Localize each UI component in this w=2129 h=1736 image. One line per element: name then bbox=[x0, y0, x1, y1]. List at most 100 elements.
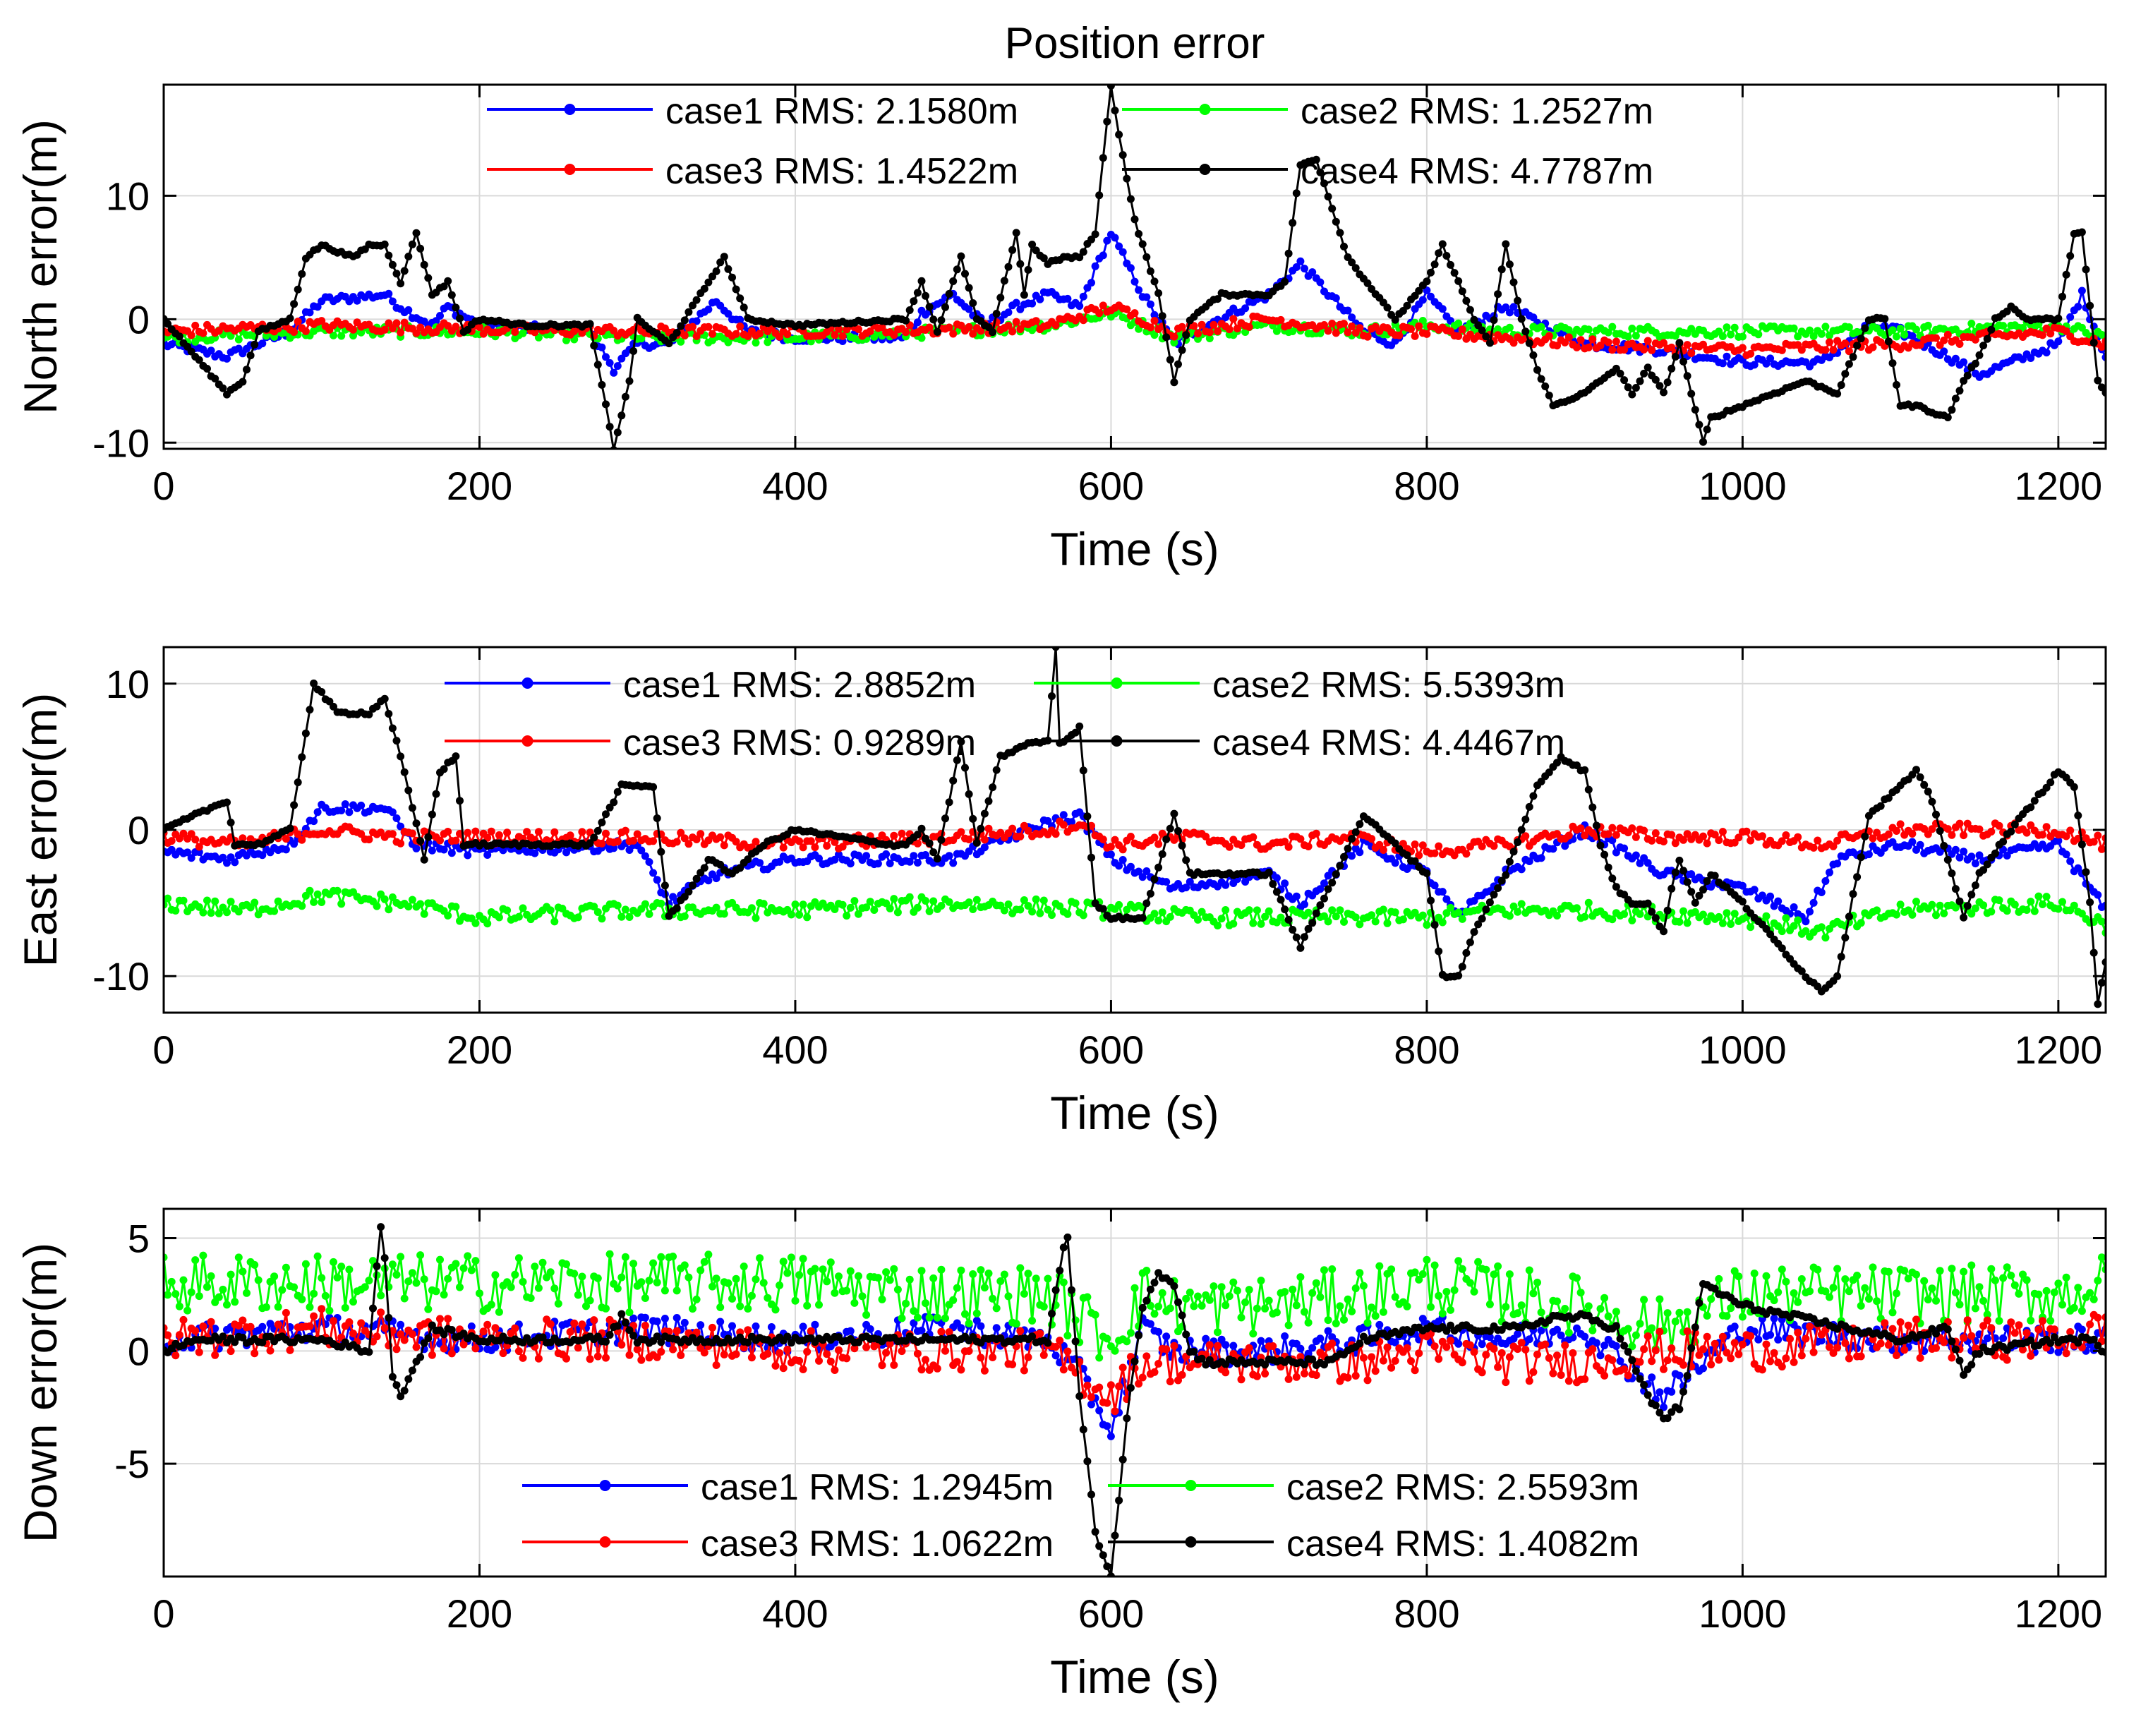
legend-swatch-marker bbox=[1111, 677, 1123, 689]
y-tick-label: 10 bbox=[106, 174, 150, 218]
case1-marker bbox=[1241, 304, 1249, 312]
case2-marker bbox=[176, 1303, 183, 1310]
case2-marker bbox=[614, 902, 622, 910]
case3-marker bbox=[949, 330, 957, 338]
case2-marker bbox=[850, 897, 858, 905]
case2-marker bbox=[495, 914, 503, 922]
case3-marker bbox=[1545, 332, 1553, 340]
case4-marker bbox=[614, 428, 622, 436]
case3-marker bbox=[1151, 833, 1159, 841]
case3-marker bbox=[397, 840, 404, 848]
case4-marker bbox=[1778, 944, 1786, 952]
legend-swatch-marker bbox=[522, 735, 533, 747]
case4-marker bbox=[728, 274, 736, 282]
case2-marker bbox=[424, 1306, 432, 1313]
case4-marker bbox=[1853, 873, 1861, 881]
case2-marker bbox=[397, 1253, 404, 1260]
case1-marker bbox=[1075, 302, 1083, 310]
case2-marker bbox=[1538, 323, 1545, 331]
case2-marker bbox=[1340, 918, 1348, 926]
case1-marker bbox=[673, 1314, 681, 1322]
case1-marker bbox=[1774, 1336, 1782, 1344]
case1-marker bbox=[993, 1324, 1001, 1332]
case2-marker bbox=[1194, 1293, 1202, 1301]
case1-marker bbox=[1526, 1335, 1533, 1343]
case3-marker bbox=[1648, 346, 1655, 354]
case2-marker bbox=[1459, 915, 1466, 923]
case2-marker bbox=[965, 898, 973, 906]
case4-marker bbox=[720, 253, 728, 260]
case2-marker bbox=[704, 1250, 712, 1258]
case2-marker bbox=[1474, 1258, 1482, 1266]
case3-marker bbox=[649, 837, 657, 845]
case2-marker bbox=[1028, 908, 1036, 915]
case4-marker bbox=[428, 811, 436, 819]
case4-marker bbox=[456, 315, 464, 323]
case2-marker bbox=[1273, 1308, 1281, 1316]
case4-marker bbox=[594, 827, 602, 835]
case2-marker bbox=[1723, 323, 1731, 331]
case2-marker bbox=[594, 908, 602, 916]
case2-marker bbox=[471, 920, 479, 927]
case2-marker bbox=[732, 1275, 740, 1283]
case4-marker bbox=[393, 737, 401, 745]
case3-marker bbox=[1778, 346, 1786, 354]
case2-marker bbox=[1454, 909, 1462, 917]
case1-marker bbox=[1222, 881, 1229, 889]
case1-marker bbox=[231, 858, 239, 866]
case3-marker bbox=[1325, 327, 1332, 334]
case4-marker bbox=[1514, 838, 1521, 846]
case2-marker bbox=[188, 1289, 195, 1296]
case4-marker bbox=[1127, 195, 1135, 203]
case2-marker bbox=[1928, 901, 1936, 909]
case3-marker bbox=[1095, 309, 1103, 317]
case2-marker bbox=[555, 1300, 562, 1308]
case2-marker bbox=[203, 1283, 211, 1291]
case2-marker bbox=[1419, 1270, 1427, 1278]
case3-marker bbox=[1565, 832, 1573, 840]
case2-marker bbox=[440, 1291, 448, 1298]
case2-marker bbox=[661, 1286, 669, 1294]
case3-marker bbox=[1277, 316, 1285, 324]
x-tick-label: 800 bbox=[1394, 1027, 1459, 1072]
case2-marker bbox=[2023, 906, 2031, 914]
case4-marker bbox=[424, 274, 432, 282]
case2-marker bbox=[1044, 1275, 1051, 1283]
case2-marker bbox=[748, 904, 756, 912]
case4-marker bbox=[1979, 342, 1987, 349]
case4-marker bbox=[1159, 312, 1166, 320]
case3-marker bbox=[1743, 828, 1751, 836]
legend-item-case2: case2 RMS: 5.5393m bbox=[1034, 665, 1565, 706]
case2-marker bbox=[223, 1301, 231, 1308]
case3-marker bbox=[1008, 327, 1016, 335]
case3-marker bbox=[1667, 831, 1675, 839]
case4-marker bbox=[1154, 289, 1162, 297]
case2-marker bbox=[476, 1289, 483, 1297]
case2-marker bbox=[937, 902, 945, 910]
case4-marker bbox=[1308, 919, 1316, 927]
case2-marker bbox=[1198, 1302, 1206, 1310]
case3-marker bbox=[689, 323, 696, 331]
case2-marker bbox=[1423, 1256, 1430, 1264]
case2-marker bbox=[1754, 330, 1762, 338]
case1-marker bbox=[847, 860, 855, 867]
case4-marker bbox=[1581, 766, 1588, 774]
case2-marker bbox=[843, 1287, 850, 1295]
case2-marker bbox=[1214, 1328, 1222, 1336]
case4-marker bbox=[1352, 828, 1360, 836]
case3-marker bbox=[1585, 344, 1593, 351]
case2-marker bbox=[926, 1314, 934, 1322]
case4-marker bbox=[440, 765, 448, 773]
case2-marker bbox=[2098, 917, 2106, 925]
case2-marker bbox=[617, 913, 625, 921]
case4-marker bbox=[393, 270, 401, 277]
case1-marker bbox=[1281, 1332, 1289, 1340]
case4-marker bbox=[929, 848, 937, 856]
case1-marker bbox=[1013, 299, 1020, 307]
case2-marker bbox=[1261, 1305, 1269, 1313]
case2-marker bbox=[1258, 920, 1265, 928]
case2-marker bbox=[1375, 1262, 1383, 1270]
series-case4 bbox=[160, 643, 2110, 1008]
y-tick-label: -10 bbox=[92, 954, 150, 999]
case2-marker bbox=[1435, 1292, 1442, 1300]
